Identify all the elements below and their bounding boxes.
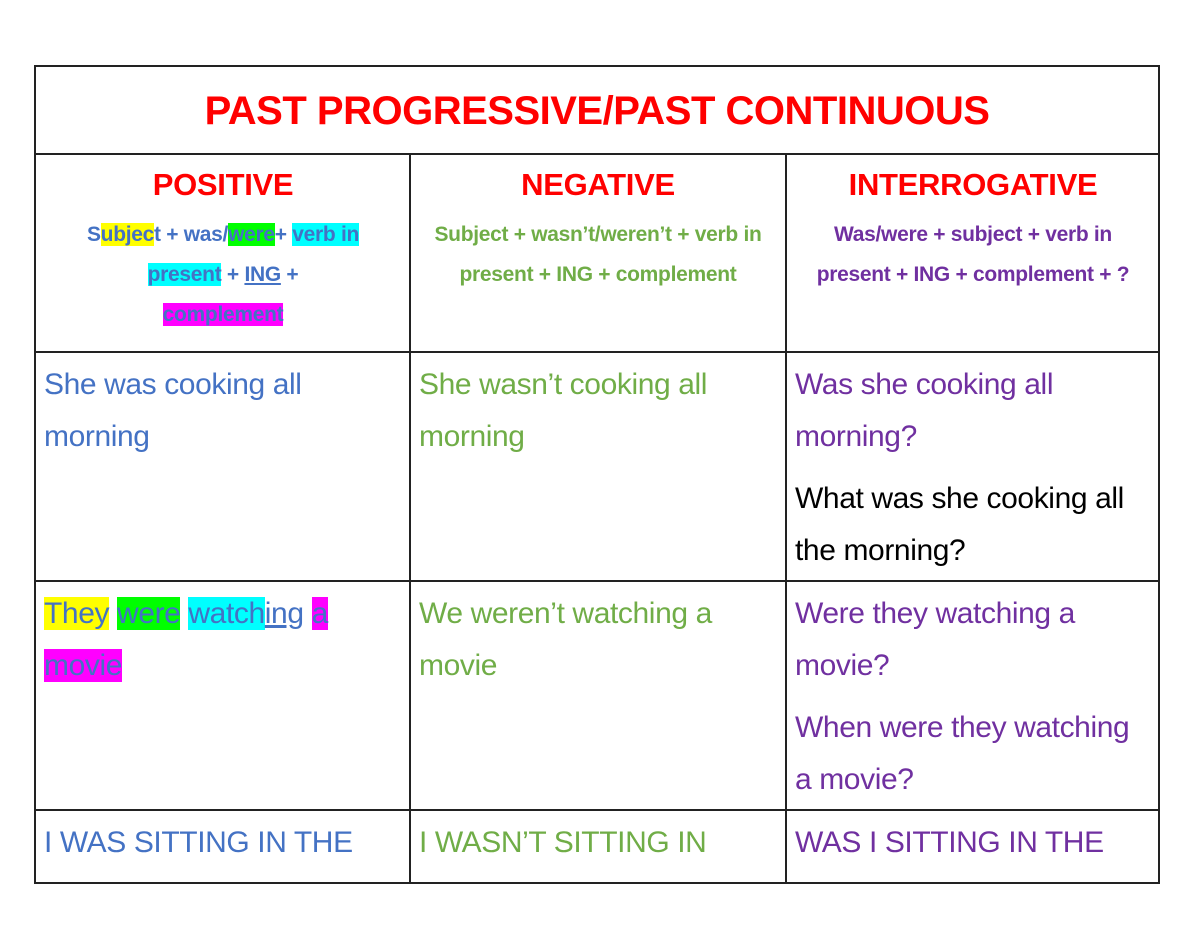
example-interrogative-2: Were they watching a movie? When were th… — [795, 597, 1130, 796]
example-negative-1: She wasn’t cooking all morning — [419, 368, 708, 453]
header-interrogative: INTERROGATIVE Was/were + subject + verb … — [787, 155, 1159, 351]
example-negative-2: We weren’t watching a movie — [419, 597, 712, 682]
example-positive-3: I WAS SITTING IN THE — [44, 826, 353, 859]
divider — [36, 580, 1158, 582]
divider — [36, 153, 1158, 155]
page-title: PAST PROGRESSIVE/PAST CONTINUOUS — [204, 88, 990, 133]
header-negative: NEGATIVE Subject + wasn’t/weren’t + verb… — [411, 155, 785, 351]
heading-negative: NEGATIVE — [521, 167, 675, 202]
grammar-table: PAST PROGRESSIVE/PAST CONTINUOUS POSITIV… — [34, 65, 1160, 884]
example-interrogative-3: WAS I SITTING IN THE — [795, 826, 1104, 859]
divider — [36, 809, 1158, 811]
example-negative-3: I WASN’T SITTING IN — [419, 826, 707, 859]
divider — [409, 155, 411, 884]
formula-negative: Subject + wasn’t/weren’t + verb in prese… — [434, 223, 762, 286]
example-positive-1: She was cooking all morning — [44, 368, 302, 453]
heading-interrogative: INTERROGATIVE — [848, 167, 1098, 202]
formula-positive: Subject + was/were+ verb in present + ING… — [86, 223, 360, 326]
example-positive-2: They were watching a movie — [44, 597, 328, 682]
divider — [36, 351, 1158, 353]
example-interrogative-1: Was she cooking all morning? What was sh… — [795, 368, 1124, 567]
formula-interrogative: Was/were + subject + verb in present + I… — [816, 223, 1130, 286]
header-positive: POSITIVE Subject + was/were+ verb in pres… — [36, 155, 410, 351]
heading-positive: POSITIVE — [152, 167, 294, 202]
divider — [785, 155, 787, 884]
